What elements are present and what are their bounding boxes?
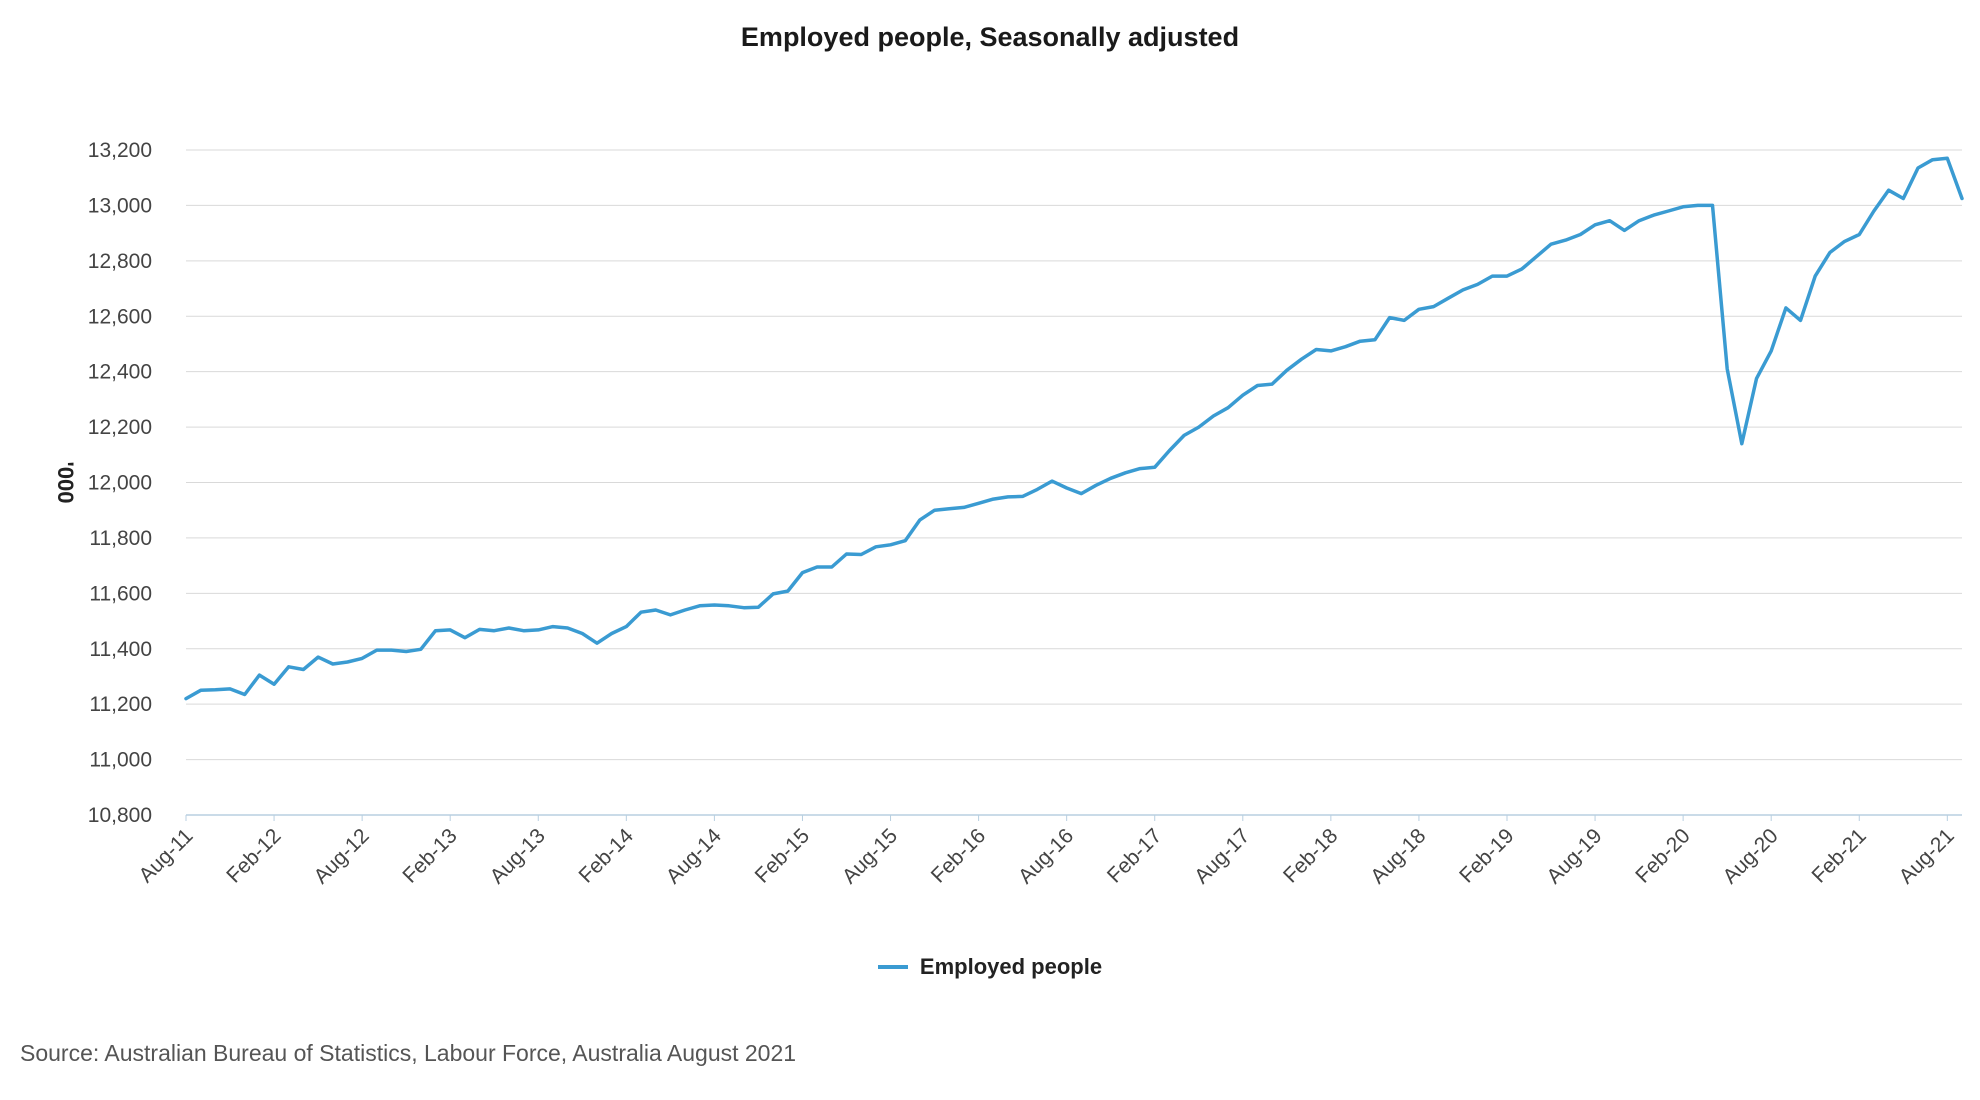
source-note: Source: Australian Bureau of Statistics,… [20,1040,797,1066]
y-tick-label: 11,400 [89,638,152,661]
x-tick-label: Feb-21 [1807,824,1870,887]
x-tick-label: Feb-20 [1631,824,1694,887]
legend: Employed people [0,954,1980,980]
chart-title: Employed people, Seasonally adjusted [740,22,1240,52]
x-tick-label: Feb-18 [1279,824,1342,887]
legend-label: Employed people [919,954,1103,979]
y-tick-label: 11,000 [89,749,152,772]
y-tick-label: 13,000 [88,194,152,217]
x-tick-label: Aug-20 [1719,824,1783,888]
y-axis-label: '000 [53,462,78,504]
x-tick-label: Aug-14 [662,824,726,888]
y-tick-label: 12,200 [88,416,152,439]
y-tick-label: 11,600 [89,582,152,605]
y-tick-label: 12,800 [88,250,152,273]
x-tick-label: Aug-17 [1190,824,1254,888]
x-tick-label: Aug-13 [486,824,550,888]
legend-swatch [877,965,908,969]
x-tick-label: Feb-12 [222,824,285,887]
x-tick-label: Feb-19 [1455,824,1518,887]
y-tick-label: 12,000 [88,472,152,495]
x-tick-label: Aug-11 [134,824,197,887]
x-tick-label: Aug-15 [838,824,902,888]
x-tick-label: Aug-12 [310,824,374,888]
x-tick-label: Aug-21 [1895,824,1959,888]
x-tick-label: Aug-16 [1014,824,1078,888]
x-tick-label: Feb-15 [751,824,814,887]
y-tick-label: 13,200 [88,139,152,162]
y-tick-label: 11,200 [89,693,152,716]
y-tick-label: 12,400 [88,361,152,384]
x-tick-label: Feb-17 [1103,824,1166,887]
x-tick-label: Aug-19 [1542,824,1606,888]
x-tick-label: Aug-18 [1366,824,1430,888]
y-tick-label: 12,600 [88,305,152,328]
y-tick-label: 11,800 [89,527,152,550]
series-line-employed-people [184,156,1964,701]
x-tick-label: Feb-13 [398,824,461,887]
x-tick-label: Feb-16 [927,824,990,887]
x-tick-label: Feb-14 [575,824,639,888]
y-tick-label: 10,800 [88,804,152,827]
